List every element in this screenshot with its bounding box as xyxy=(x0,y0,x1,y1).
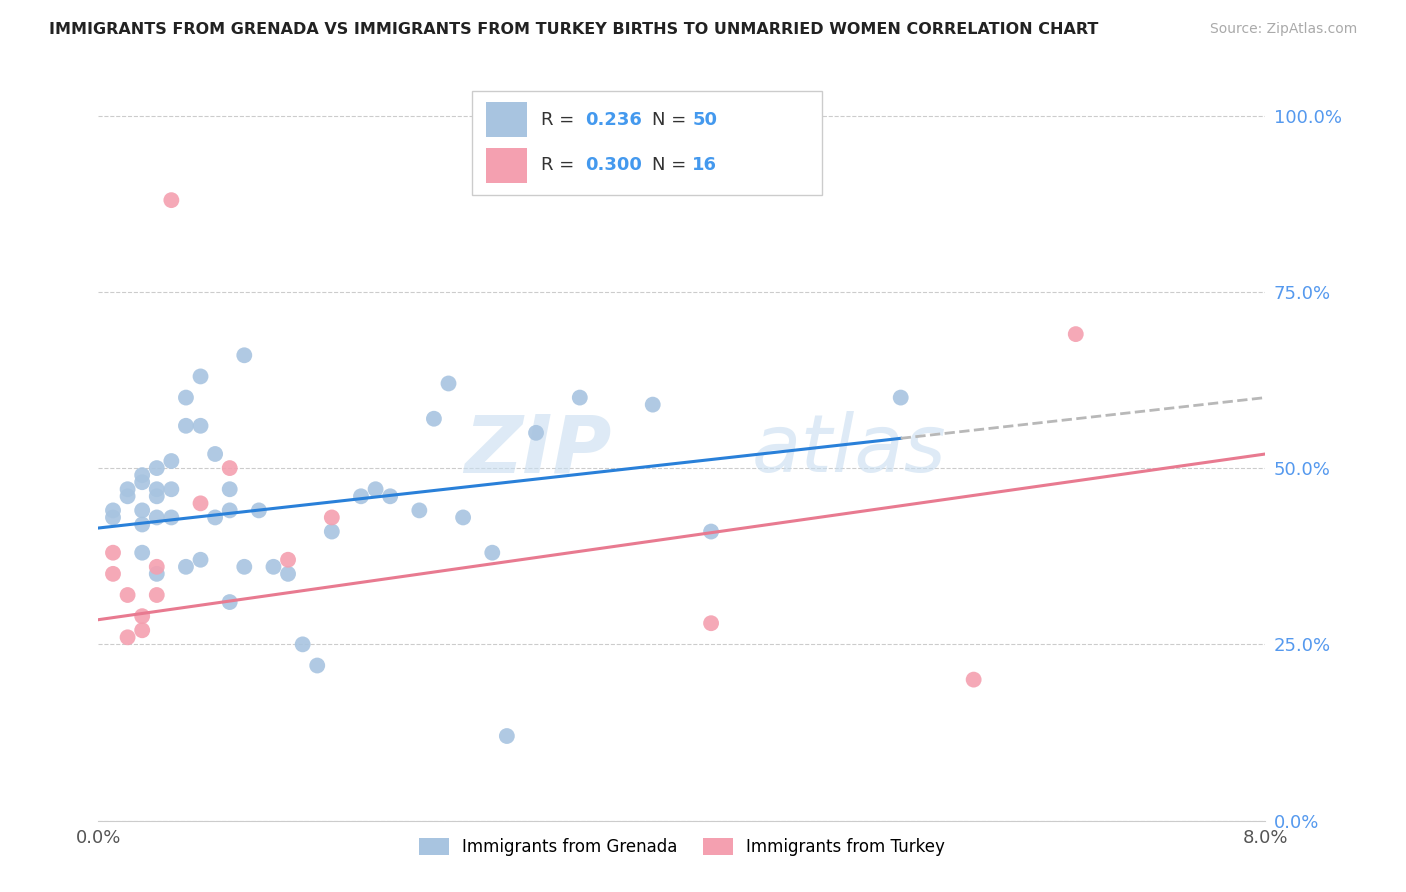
Point xyxy=(146,482,169,496)
Point xyxy=(117,630,139,644)
Point xyxy=(204,447,226,461)
Point xyxy=(350,489,373,503)
Point xyxy=(641,398,664,412)
Text: 0.300: 0.300 xyxy=(585,156,643,175)
Point xyxy=(174,418,197,433)
Point xyxy=(131,609,153,624)
Text: 50: 50 xyxy=(692,111,717,128)
Point xyxy=(146,461,169,475)
Point xyxy=(190,496,212,510)
Text: R =: R = xyxy=(541,156,579,175)
Point xyxy=(218,482,240,496)
Point xyxy=(146,559,169,574)
Point xyxy=(174,559,197,574)
Point xyxy=(233,559,256,574)
Text: 16: 16 xyxy=(692,156,717,175)
Point xyxy=(451,510,474,524)
Point xyxy=(262,559,284,574)
Text: atlas: atlas xyxy=(752,411,946,490)
Point xyxy=(423,411,446,425)
Point xyxy=(1064,327,1087,342)
Point xyxy=(962,673,984,687)
Point xyxy=(146,489,169,503)
Point xyxy=(101,503,124,517)
Point xyxy=(233,348,256,362)
Point xyxy=(146,566,169,581)
Point xyxy=(218,503,240,517)
Text: ZIP: ZIP xyxy=(464,411,612,490)
Point xyxy=(568,391,591,405)
Point xyxy=(496,729,519,743)
Point xyxy=(218,595,240,609)
FancyBboxPatch shape xyxy=(486,148,527,183)
Point xyxy=(380,489,402,503)
Point xyxy=(700,616,723,631)
Point xyxy=(190,418,212,433)
Point xyxy=(190,553,212,567)
Point xyxy=(364,482,387,496)
Point xyxy=(131,503,153,517)
Point xyxy=(247,503,270,517)
Point xyxy=(160,510,183,524)
Point xyxy=(146,510,169,524)
Point xyxy=(131,468,153,483)
Point xyxy=(437,376,460,391)
Legend: Immigrants from Grenada, Immigrants from Turkey: Immigrants from Grenada, Immigrants from… xyxy=(411,830,953,864)
Point xyxy=(277,566,299,581)
Point xyxy=(101,546,124,560)
Point xyxy=(291,637,314,651)
Point xyxy=(131,546,153,560)
Point xyxy=(174,391,197,405)
Point xyxy=(160,454,183,468)
Point xyxy=(321,524,343,539)
Point xyxy=(146,588,169,602)
Point xyxy=(117,489,139,503)
Point xyxy=(700,524,723,539)
Point xyxy=(190,369,212,384)
Point xyxy=(101,510,124,524)
Point xyxy=(117,482,139,496)
Point xyxy=(131,624,153,638)
Text: N =: N = xyxy=(651,111,692,128)
Point xyxy=(408,503,430,517)
Point xyxy=(307,658,329,673)
Point xyxy=(131,475,153,490)
Point xyxy=(160,193,183,207)
Point xyxy=(481,546,503,560)
FancyBboxPatch shape xyxy=(486,102,527,137)
Text: R =: R = xyxy=(541,111,579,128)
Text: N =: N = xyxy=(651,156,692,175)
Point xyxy=(160,482,183,496)
Text: IMMIGRANTS FROM GRENADA VS IMMIGRANTS FROM TURKEY BIRTHS TO UNMARRIED WOMEN CORR: IMMIGRANTS FROM GRENADA VS IMMIGRANTS FR… xyxy=(49,22,1098,37)
Text: Source: ZipAtlas.com: Source: ZipAtlas.com xyxy=(1209,22,1357,37)
Point xyxy=(524,425,547,440)
Point xyxy=(890,391,912,405)
Point xyxy=(117,588,139,602)
Text: 0.236: 0.236 xyxy=(585,111,643,128)
Point xyxy=(321,510,343,524)
FancyBboxPatch shape xyxy=(472,91,823,195)
Point xyxy=(277,553,299,567)
Point xyxy=(204,510,226,524)
Point xyxy=(101,566,124,581)
Point xyxy=(218,461,240,475)
Point xyxy=(131,517,153,532)
